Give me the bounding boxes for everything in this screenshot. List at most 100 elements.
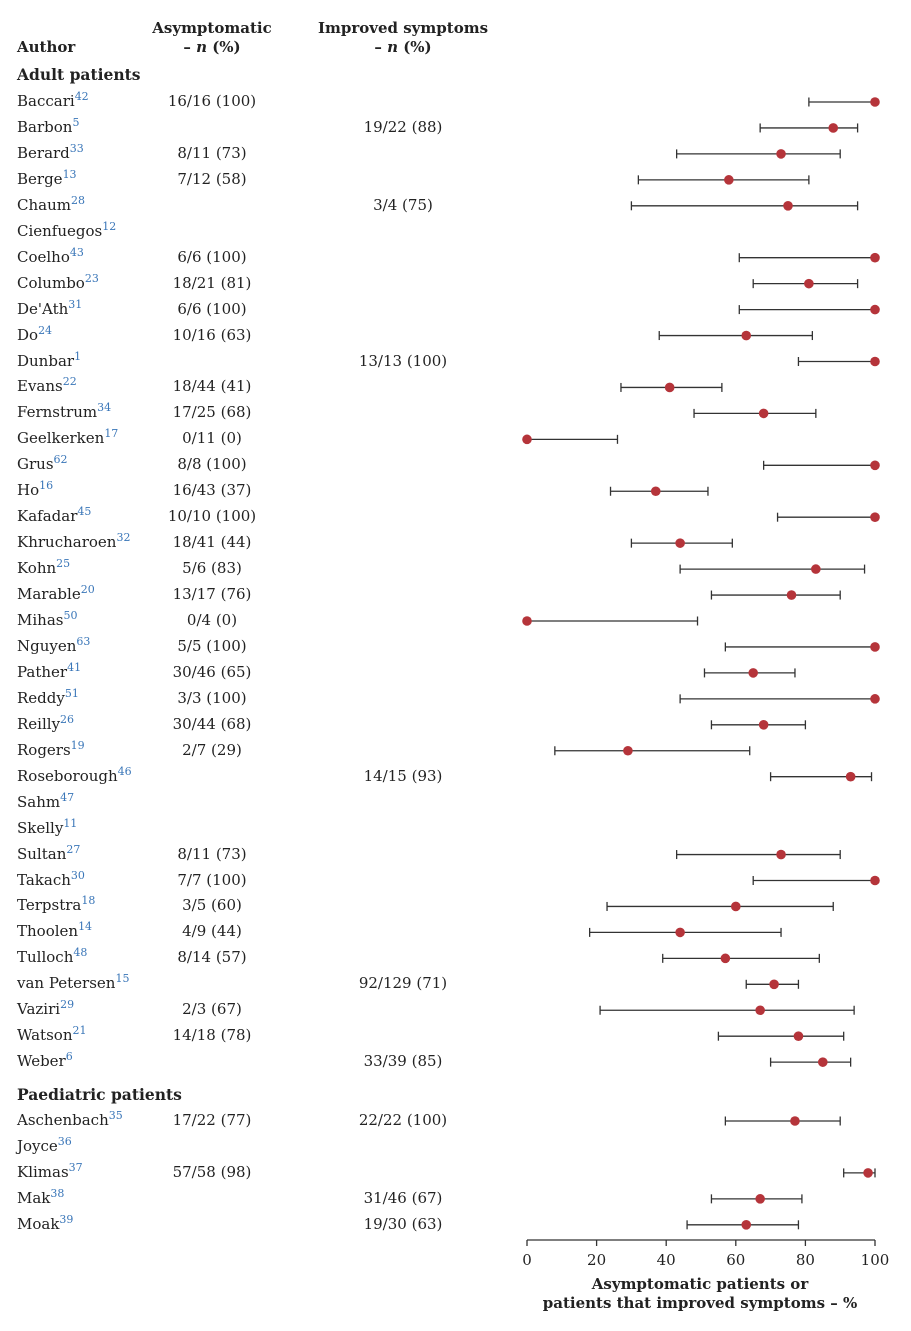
point-estimate (522, 616, 532, 626)
asymptomatic-value: 18/21 (81) (172, 273, 252, 292)
author-label: Thoolen (17, 922, 79, 941)
reference-number[interactable]: 13 (62, 167, 77, 181)
asymptomatic-value: 8/8 (100) (177, 455, 247, 474)
author-label: Ho (17, 481, 40, 500)
reference-number[interactable]: 25 (56, 557, 71, 571)
reference-number[interactable]: 18 (81, 894, 96, 908)
reference-number[interactable]: 39 (59, 1212, 74, 1226)
reference-number[interactable]: 17 (104, 427, 119, 441)
asymptomatic-value: 18/44 (41) (172, 377, 252, 396)
reference-number[interactable]: 42 (74, 90, 89, 103)
reference-number[interactable]: 48 (73, 946, 88, 960)
author-name: Marable20 (17, 583, 95, 603)
asymptomatic-value: 0/4 (0) (186, 611, 238, 629)
reference-number[interactable]: 30 (70, 868, 85, 882)
author-label: Sahm (17, 792, 61, 811)
reference-number[interactable]: 27 (66, 842, 81, 856)
asymptomatic-value: 30/44 (68) (172, 714, 252, 733)
point-estimate (863, 1168, 873, 1178)
reference-number[interactable]: 51 (64, 686, 79, 700)
point-estimate (675, 927, 685, 938)
author-name: Evans22 (17, 375, 77, 396)
reference-number[interactable]: 36 (57, 1134, 72, 1148)
reference-number[interactable]: 15 (115, 972, 130, 986)
point-estimate (811, 564, 821, 574)
author-name: Kohn25 (17, 557, 71, 577)
asymptomatic-value: 10/10 (100) (167, 507, 257, 526)
author-name: Coelho43 (17, 245, 84, 266)
author-label: Fernstrum (17, 403, 98, 422)
reference-number[interactable]: 50 (63, 609, 78, 622)
asymptomatic-value: 3/3 (100) (177, 688, 247, 707)
reference-number[interactable]: 22 (62, 375, 77, 389)
reference-number[interactable]: 45 (77, 505, 92, 519)
asymptomatic-value: 2/7 (29) (182, 740, 242, 759)
author-label: Roseborough (17, 766, 118, 785)
author-name: Mihas50 (17, 609, 78, 629)
author-name: Dunbar1 (17, 349, 82, 370)
author-label: Tulloch (17, 948, 74, 967)
x-tick-label: 40 (657, 1251, 676, 1269)
reference-number[interactable]: 29 (60, 998, 75, 1012)
reference-number[interactable]: 38 (50, 1186, 65, 1200)
author-label: Evans (17, 377, 63, 396)
reference-number[interactable]: 35 (108, 1109, 123, 1122)
reference-number[interactable]: 20 (80, 583, 95, 597)
reference-number[interactable]: 28 (70, 193, 85, 207)
reference-number[interactable]: 34 (97, 401, 112, 415)
point-estimate (828, 123, 839, 133)
reference-number[interactable]: 46 (117, 764, 132, 778)
reference-number[interactable]: 41 (67, 660, 82, 674)
author-name: Baccari42 (17, 90, 89, 110)
reference-number[interactable]: 23 (84, 271, 99, 285)
author-label: Dunbar (17, 351, 75, 370)
reference-number[interactable]: 19 (70, 738, 85, 752)
author-name: Sahm47 (17, 790, 75, 811)
reference-number[interactable]: 31 (68, 297, 83, 311)
improved-value: 31/46 (67) (363, 1188, 443, 1207)
author-label: Skelly (17, 818, 64, 837)
reference-number[interactable]: 24 (38, 323, 53, 337)
author-label: Vaziri (17, 1000, 61, 1019)
point-estimate (769, 979, 779, 990)
asymptomatic-value: 16/43 (37) (172, 481, 252, 500)
author-label: De'Ath (17, 299, 69, 318)
author-label: Berard (17, 143, 70, 162)
asymptomatic-value: 8/11 (73) (177, 143, 247, 162)
improved-value: 13/13 (100) (358, 351, 448, 370)
author-name: Chaum28 (17, 193, 85, 214)
reference-number[interactable]: 63 (76, 634, 91, 648)
reference-number[interactable]: 37 (68, 1160, 83, 1174)
reference-number[interactable]: 32 (116, 531, 131, 545)
reference-number[interactable]: 1 (74, 349, 82, 363)
reference-number[interactable]: 14 (78, 920, 93, 934)
asymptomatic-value: 6/6 (100) (177, 299, 247, 318)
reference-number[interactable]: 62 (53, 453, 68, 467)
author-label: Berge (17, 169, 63, 188)
author-name: Moak39 (17, 1212, 74, 1233)
reference-number[interactable]: 33 (69, 141, 84, 155)
author-label: Pather (17, 662, 68, 681)
author-name: Vaziri29 (17, 998, 75, 1019)
reference-number[interactable]: 16 (39, 479, 54, 493)
author-name: Pather41 (17, 660, 82, 681)
improved-value: 14/15 (93) (363, 766, 443, 785)
reference-number[interactable]: 26 (60, 712, 75, 726)
author-label: van Petersen (17, 974, 116, 993)
reference-number[interactable]: 5 (72, 115, 80, 129)
reference-number[interactable]: 12 (102, 219, 117, 233)
author-label: Reilly (17, 714, 61, 733)
asymptomatic-value: 8/11 (73) (177, 844, 247, 863)
author-label: Rogers (17, 740, 71, 759)
reference-number[interactable]: 47 (60, 790, 75, 804)
author-name: Roseborough46 (17, 764, 132, 785)
reference-number[interactable]: 21 (72, 1024, 87, 1038)
author-name: Khrucharoen32 (17, 531, 131, 551)
x-axis-title: Asymptomatic patients or patients that i… (540, 1275, 860, 1313)
reference-number[interactable]: 11 (63, 816, 78, 830)
reference-number[interactable]: 6 (65, 1050, 73, 1064)
point-estimate (793, 1031, 804, 1041)
reference-number[interactable]: 43 (69, 245, 84, 259)
author-label: Reddy (17, 688, 65, 707)
